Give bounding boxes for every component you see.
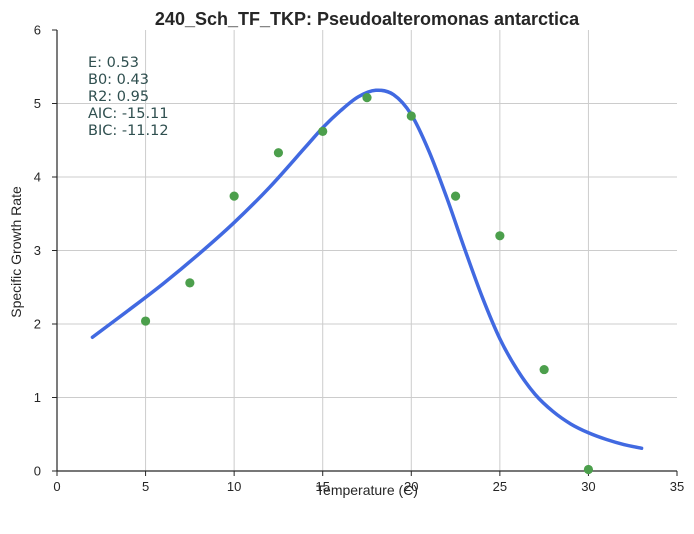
data-point <box>229 191 239 201</box>
y-tick-label: 6 <box>34 23 41 38</box>
fit-stat-line: BIC: -11.12 <box>88 123 169 139</box>
x-tick-label: 5 <box>142 479 149 494</box>
axes: 0 5 10 15 20 25 30 35 0 1 2 3 4 5 6 <box>34 23 684 495</box>
y-tick-label: 1 <box>34 390 41 405</box>
data-point <box>140 316 151 326</box>
fit-stat-line: B0: 0.43 <box>88 72 149 88</box>
y-axis-label: Specific Growth Rate <box>8 186 24 318</box>
chart-title: 240_Sch_TF_TKP: Pseudoalteromonas antarc… <box>155 9 580 29</box>
x-tick-label: 25 <box>493 479 507 494</box>
data-point <box>318 126 328 137</box>
data-point <box>495 231 505 241</box>
x-tick-label: 20 <box>404 479 418 494</box>
fit-curve <box>90 88 644 450</box>
data-point <box>362 93 372 103</box>
data-point <box>583 464 594 475</box>
y-tick-label: 4 <box>34 170 41 185</box>
x-tick-label: 35 <box>670 479 684 494</box>
fit-curve-layer <box>90 88 644 450</box>
data-point <box>273 148 284 158</box>
x-tick-label: 10 <box>227 479 241 494</box>
y-tick-label: 2 <box>34 317 41 332</box>
data-point <box>406 111 416 121</box>
y-tick-label: 0 <box>34 464 41 479</box>
x-tick-label: 30 <box>581 479 595 494</box>
data-points-layer <box>140 93 594 475</box>
fit-stat-line: AIC: -15.11 <box>88 106 169 122</box>
fit-stat-line: E: 0.53 <box>88 55 139 71</box>
data-point <box>185 278 195 288</box>
data-point <box>539 364 549 375</box>
y-tick-label: 3 <box>34 243 41 258</box>
grid <box>57 30 677 471</box>
x-tick-label: 0 <box>53 479 60 494</box>
y-tick-label: 5 <box>34 96 41 111</box>
fit-stat-line: R2: 0.95 <box>88 89 149 105</box>
data-point <box>450 191 461 201</box>
x-axis-label: Temperature (C) <box>316 482 418 498</box>
x-tick-label: 15 <box>315 479 329 494</box>
